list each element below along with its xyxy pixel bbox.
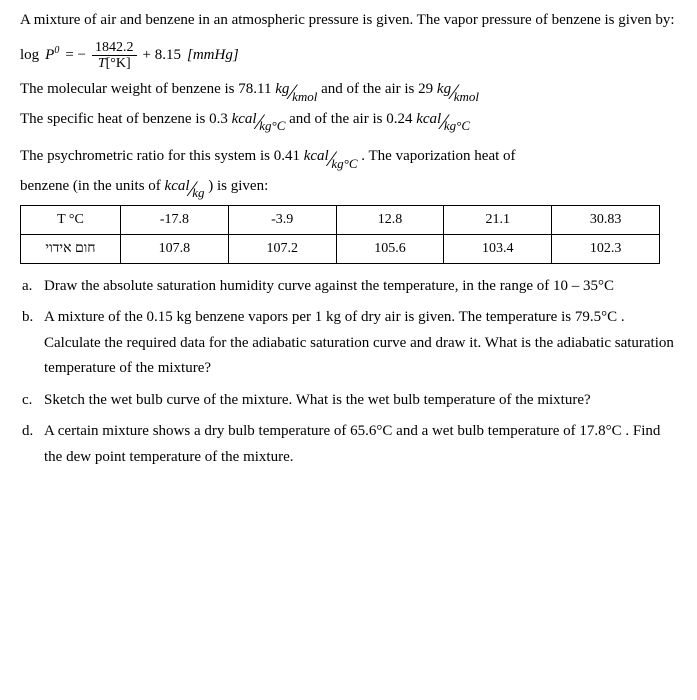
psych-val: 0.41: [274, 148, 300, 164]
marker-a: a.: [22, 274, 44, 300]
cp-benzene: 0.3: [209, 111, 228, 127]
eq-p-sup: 0: [54, 45, 59, 56]
question-d: d. A certain mixture shows a dry bulb te…: [22, 419, 679, 470]
unit-kgc: kg°C: [259, 115, 285, 137]
eq-tail: + 8.15: [143, 43, 181, 69]
table-cell: חום אידוי: [21, 235, 121, 264]
eq-p-sym: P: [45, 47, 54, 63]
eq-fraction: 1842.2 T[°K]: [92, 40, 137, 72]
eq-unit: [mmHg]: [187, 43, 239, 69]
psych-line-2: benzene (in the units of kcal⁄kg ) is gi…: [20, 174, 679, 200]
unit-kcal-2: kcal: [416, 107, 441, 133]
unit-kmol-2: kmol: [454, 86, 479, 108]
eq-p: P0: [45, 43, 59, 69]
psych-text-a: The psychrometric ratio for this system …: [20, 148, 274, 164]
table-cell: T °C: [21, 206, 121, 235]
table-cell: 21.1: [444, 206, 552, 235]
latent-heat-table: T °C -17.8 -3.9 12.8 21.1 30.83 חום אידו…: [20, 205, 660, 264]
unit-kmol: kmol: [292, 86, 317, 108]
table-cell: 102.3: [552, 235, 660, 264]
cp-text-b: and of the air is: [289, 111, 386, 127]
mw-benzene: 78.11: [238, 81, 271, 97]
mw-line: The molecular weight of benzene is 78.11…: [20, 77, 679, 103]
unit-kg: kg: [275, 77, 289, 103]
question-c: c. Sketch the wet bulb curve of the mixt…: [22, 388, 679, 414]
cp-line: The specific heat of benzene is 0.3 kcal…: [20, 107, 679, 133]
table-cell: 12.8: [336, 206, 444, 235]
question-list: a. Draw the absolute saturation humidity…: [20, 274, 679, 471]
intro-paragraph: A mixture of air and benzene in an atmos…: [20, 8, 679, 34]
frac-den-bracket: [°K]: [106, 56, 131, 71]
psych-text-b: . The vaporization heat of: [361, 148, 515, 164]
unit-kg-3: kg: [192, 182, 204, 204]
mw-air: 29: [418, 81, 433, 97]
table-cell: -17.8: [121, 206, 229, 235]
cp-air-unit: kcal⁄kg°C: [416, 107, 470, 133]
psych-unit: kcal⁄kg°C: [304, 144, 358, 170]
unit-kcal-4: kcal: [165, 174, 190, 200]
psych-line-1: The psychrometric ratio for this system …: [20, 144, 679, 170]
question-b-text: A mixture of the 0.15 kg benzene vapors …: [44, 305, 679, 382]
frac-den-t: T: [98, 56, 106, 71]
eq-log: log: [20, 43, 39, 69]
mw-air-unit: kg⁄kmol: [437, 77, 479, 103]
cp-benzene-unit: kcal⁄kg°C: [232, 107, 286, 133]
unit-kcal-3: kcal: [304, 144, 329, 170]
psych-text-c: benzene (in the units of: [20, 178, 165, 194]
question-a: a. Draw the absolute saturation humidity…: [22, 274, 679, 300]
cp-text-a: The specific heat of benzene is: [20, 111, 209, 127]
eq-equals: = −: [65, 43, 86, 69]
table-row: T °C -17.8 -3.9 12.8 21.1 30.83: [21, 206, 660, 235]
vapor-pressure-equation: log P0 = − 1842.2 T[°K] + 8.15 [mmHg]: [20, 40, 679, 72]
question-a-text: Draw the absolute saturation humidity cu…: [44, 274, 679, 300]
table-cell: 103.4: [444, 235, 552, 264]
unit-kgc-3: kg°C: [331, 153, 357, 175]
psych-unit-2: kcal⁄kg: [165, 174, 205, 200]
mw-text-b: and of the air is: [321, 81, 418, 97]
frac-num: 1842.2: [92, 40, 137, 56]
table-row: חום אידוי 107.8 107.2 105.6 103.4 102.3: [21, 235, 660, 264]
table-cell: 107.8: [121, 235, 229, 264]
question-c-text: Sketch the wet bulb curve of the mixture…: [44, 388, 679, 414]
mw-text-a: The molecular weight of benzene is: [20, 81, 238, 97]
psych-text-d: ) is given:: [208, 178, 268, 194]
cp-air: 0.24: [386, 111, 412, 127]
unit-kcal: kcal: [232, 107, 257, 133]
marker-b: b.: [22, 305, 44, 382]
mw-benzene-unit: kg⁄kmol: [275, 77, 317, 103]
marker-d: d.: [22, 419, 44, 470]
question-b: b. A mixture of the 0.15 kg benzene vapo…: [22, 305, 679, 382]
table-cell: 107.2: [228, 235, 336, 264]
marker-c: c.: [22, 388, 44, 414]
question-d-text: A certain mixture shows a dry bulb tempe…: [44, 419, 679, 470]
table-cell: 30.83: [552, 206, 660, 235]
table-cell: 105.6: [336, 235, 444, 264]
unit-kg-2: kg: [437, 77, 451, 103]
table-cell: -3.9: [228, 206, 336, 235]
frac-den: T[°K]: [95, 56, 134, 71]
unit-kgc-2: kg°C: [444, 115, 470, 137]
